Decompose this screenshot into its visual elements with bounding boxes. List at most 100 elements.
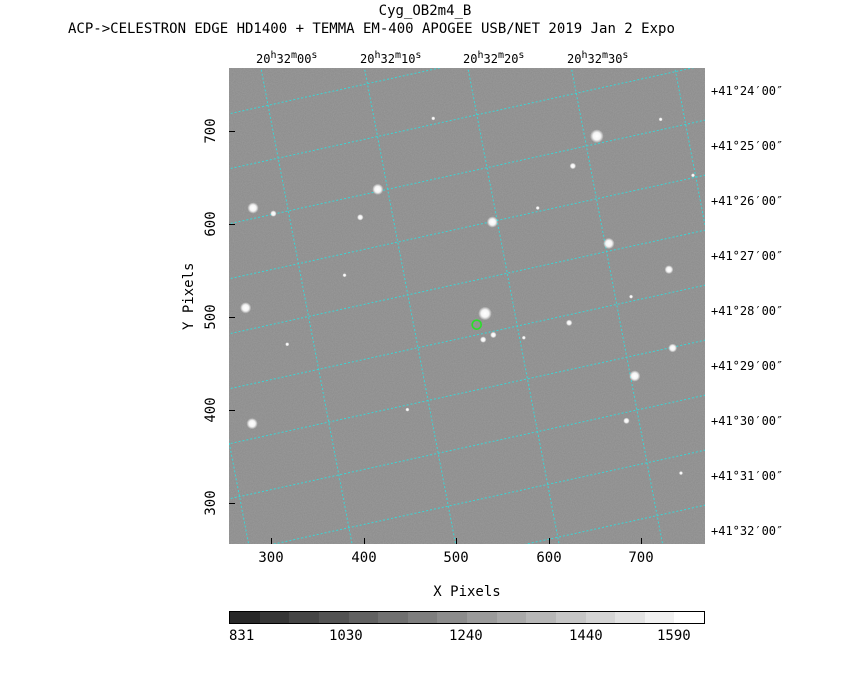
grid-line: [363, 68, 457, 544]
colorbar-step: [318, 612, 349, 623]
star: [668, 343, 678, 353]
colorbar-step: [674, 612, 704, 623]
y-tick-mark: [229, 410, 235, 411]
star: [678, 471, 683, 476]
grid-line: [229, 68, 695, 170]
star: [629, 294, 634, 299]
colorbar-label: 1240: [449, 628, 483, 644]
x-tick-label: 500: [443, 550, 469, 566]
colorbar-step: [259, 612, 290, 623]
grid-line: [229, 439, 250, 544]
grid-line: [229, 229, 705, 335]
y-tick-label: 500: [203, 304, 219, 330]
colorbar-step: [407, 612, 438, 623]
star: [405, 407, 410, 412]
star: [569, 162, 577, 170]
y-tick-mark: [229, 317, 235, 318]
ra-label: 20h32m30s: [567, 50, 629, 66]
x-tick-mark: [364, 538, 365, 544]
star: [535, 206, 540, 210]
grid-line: [570, 68, 664, 544]
grid-line: [271, 449, 705, 544]
x-tick-mark: [271, 538, 272, 544]
dec-label: +41°30′00″: [711, 414, 784, 428]
grid-line: [260, 68, 353, 544]
colorbar-step: [526, 612, 556, 623]
grid-line: [229, 284, 705, 390]
x-tick-label: 400: [351, 550, 377, 566]
colorbar-step: [348, 612, 379, 623]
image-title: Cyg_OB2m4_B: [378, 3, 472, 19]
y-tick-mark: [229, 131, 235, 132]
dec-label: +41°28′00″: [711, 304, 784, 318]
grid-line: [467, 68, 560, 544]
star: [478, 306, 492, 321]
y-tick-label: 600: [203, 211, 219, 237]
colorbar-step: [555, 612, 586, 623]
y-tick-label: 400: [203, 397, 219, 423]
x-axis-label: X Pixels: [433, 584, 501, 600]
grid-line: [229, 119, 705, 225]
coordinate-grid: [229, 68, 705, 544]
grid-line: [229, 68, 442, 115]
x-tick-label: 700: [628, 550, 654, 566]
ra-label: 20h32m20s: [463, 50, 525, 66]
star-field: [240, 116, 695, 476]
x-tick-mark: [641, 538, 642, 544]
colorbar-step: [585, 612, 616, 623]
colorbar-label: 1440: [569, 628, 603, 644]
star: [603, 237, 615, 250]
star: [490, 331, 497, 339]
star: [623, 417, 630, 424]
sky-noise: [229, 68, 705, 544]
x-tick-mark: [549, 538, 550, 544]
colorbar: [229, 611, 705, 624]
target-marker: [471, 319, 483, 330]
star: [357, 214, 364, 221]
dec-label: +41°26′00″: [711, 194, 784, 208]
star: [521, 335, 526, 340]
y-tick-label: 300: [203, 490, 219, 516]
y-tick-mark: [229, 224, 235, 225]
colorbar-label: 1030: [329, 628, 363, 644]
y-axis-label: Y Pixels: [181, 262, 197, 330]
star: [664, 265, 674, 274]
colorbar-step: [467, 612, 497, 623]
sky-image: [229, 68, 705, 544]
star: [629, 370, 641, 382]
star: [372, 183, 384, 195]
dec-label: +41°25′00″: [711, 139, 784, 153]
dec-label: +41°27′00″: [711, 249, 784, 263]
x-tick-mark: [456, 538, 457, 544]
grid-line: [229, 339, 705, 445]
y-tick-mark: [229, 503, 235, 504]
x-tick-label: 300: [258, 550, 284, 566]
star: [246, 418, 258, 430]
grid-line: [229, 394, 705, 500]
dec-label: +41°24′00″: [711, 84, 784, 98]
ra-label: 20h32m00s: [256, 50, 318, 66]
colorbar-step: [378, 612, 408, 623]
star: [658, 117, 663, 122]
star: [240, 302, 252, 314]
grid-line: [229, 174, 705, 280]
dec-label: +41°31′00″: [711, 469, 784, 483]
colorbar-step: [644, 612, 675, 623]
star: [565, 319, 573, 326]
star: [285, 342, 290, 347]
colorbar-label: 831: [229, 628, 255, 644]
grid-line: [674, 68, 705, 228]
star: [431, 116, 436, 121]
ra-label: 20h32m10s: [360, 50, 422, 66]
x-tick-label: 600: [536, 550, 562, 566]
colorbar-step: [615, 612, 645, 623]
star: [270, 210, 277, 217]
telescope-info: ACP->CELESTRON EDGE HD1400 + TEMMA EM-40…: [68, 21, 675, 37]
colorbar-step: [437, 612, 467, 623]
colorbar-step: [496, 612, 527, 623]
y-tick-label: 700: [203, 118, 219, 144]
star: [486, 216, 499, 228]
star: [479, 336, 487, 343]
dec-label: +41°29′00″: [711, 359, 784, 373]
dec-label: +41°32′00″: [711, 524, 784, 538]
